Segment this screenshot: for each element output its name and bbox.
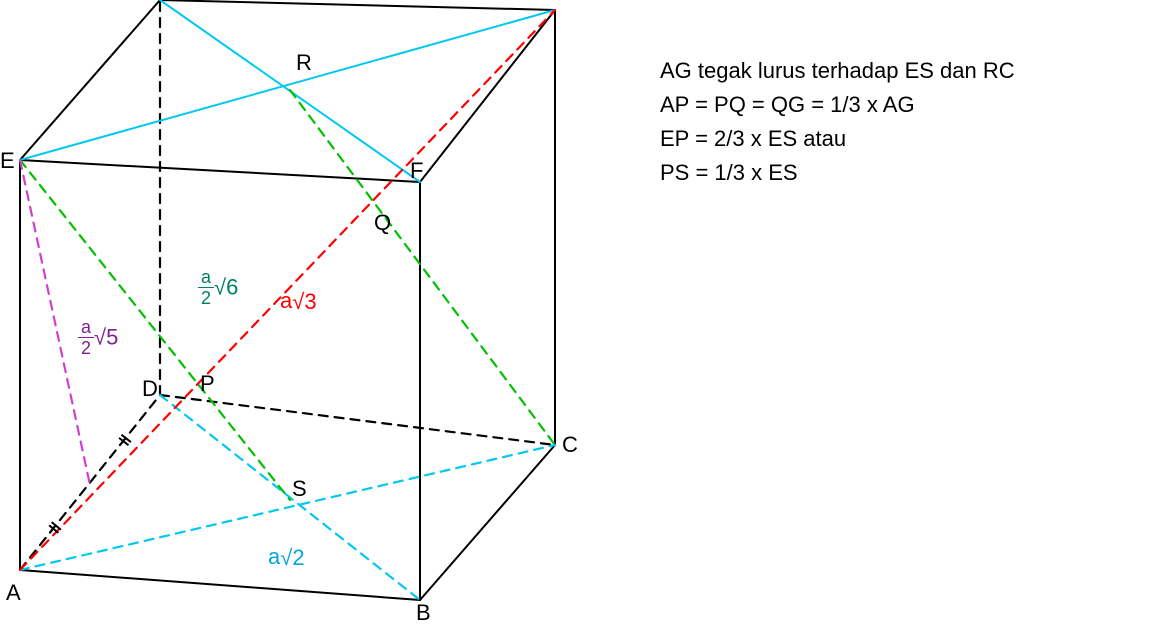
note-line-2: AP = PQ = QG = 1/3 x AG: [660, 88, 1015, 122]
label-F: F: [410, 160, 423, 182]
label-D: D: [142, 378, 158, 400]
label-a2-sqrt6: a 2 √6: [198, 268, 238, 307]
label-E: E: [0, 150, 15, 172]
note-line-3: EP = 2/3 x ES atau: [660, 122, 1015, 156]
label-a-sqrt2: a√2: [268, 546, 305, 569]
note-line-4: PS = 1/3 x ES: [660, 156, 1015, 190]
label-S: S: [292, 478, 307, 500]
note-line-1: AG tegak lurus terhadap ES dan RC: [660, 54, 1015, 88]
label-a2-sqrt5: a 2 √5: [78, 318, 118, 357]
label-a-sqrt3: a√3: [280, 290, 317, 313]
label-A: A: [6, 582, 21, 604]
label-Q: Q: [374, 212, 391, 234]
notes-block: AG tegak lurus terhadap ES dan RC AP = P…: [660, 54, 1015, 190]
label-B: B: [416, 602, 431, 624]
label-R: R: [296, 52, 312, 74]
label-C: C: [562, 434, 578, 456]
label-P: P: [200, 373, 215, 395]
